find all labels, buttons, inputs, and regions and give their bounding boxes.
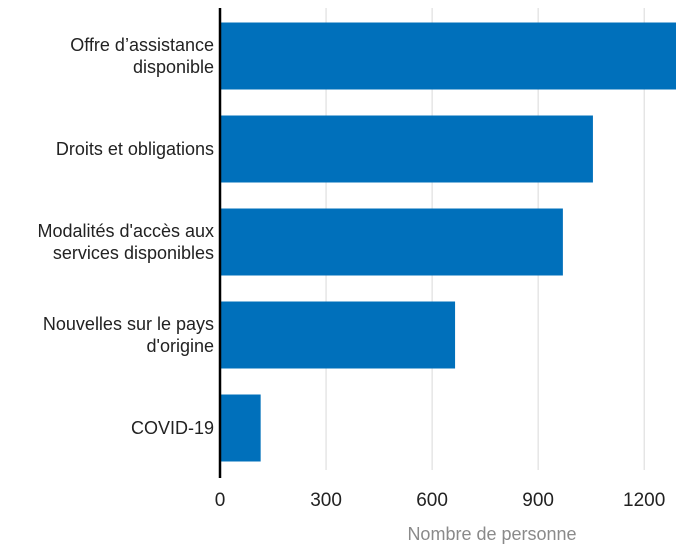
- x-tick-label: 300: [310, 490, 342, 511]
- bar: [220, 208, 563, 276]
- category-label: Modalités d'accès aux services disponible…: [37, 221, 214, 263]
- bar: [220, 394, 261, 462]
- x-tick-labels: 0 300 600 900 1200: [215, 490, 666, 511]
- category-label: Nouvelles sur le pays d'origine: [43, 314, 214, 356]
- category-label: Offre d’assistance disponible: [70, 35, 214, 77]
- bar: [220, 22, 676, 90]
- category-label: Droits et obligations: [56, 139, 214, 159]
- bars: [220, 22, 676, 462]
- category-label: COVID-19: [131, 418, 214, 438]
- bar: [220, 115, 593, 183]
- x-tick-label: 600: [416, 490, 448, 511]
- x-tick-label: 900: [522, 490, 554, 511]
- category-labels: Offre d’assistance disponible Droits et ob…: [37, 35, 214, 438]
- x-tick-label: 1200: [623, 490, 665, 511]
- x-tick-label: 0: [215, 490, 226, 511]
- bar: [220, 301, 456, 369]
- x-axis-title: Nombre de personne: [407, 524, 576, 544]
